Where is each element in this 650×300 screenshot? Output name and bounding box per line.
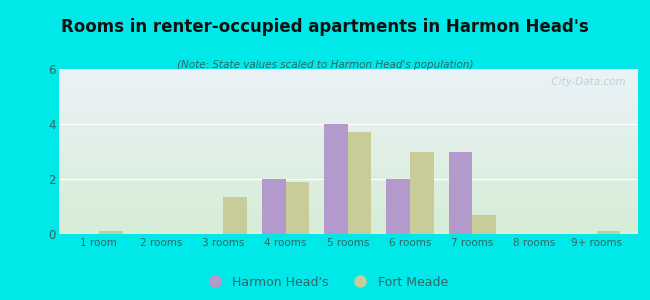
Bar [285,182,309,234]
Bar [324,124,348,234]
Bar [472,215,496,234]
Text: City-Data.com: City-Data.com [545,77,625,87]
Bar [410,152,434,234]
Text: (Note: State values scaled to Harmon Head's population): (Note: State values scaled to Harmon Hea… [177,60,473,70]
Bar [262,179,285,234]
Bar [597,231,620,234]
Bar [448,152,472,234]
Bar [348,132,371,234]
Legend: Harmon Head's, Fort Meade: Harmon Head's, Fort Meade [197,271,453,294]
Bar [99,231,123,234]
Bar [386,179,410,234]
Text: Rooms in renter-occupied apartments in Harmon Head's: Rooms in renter-occupied apartments in H… [61,18,589,36]
Bar [224,197,247,234]
